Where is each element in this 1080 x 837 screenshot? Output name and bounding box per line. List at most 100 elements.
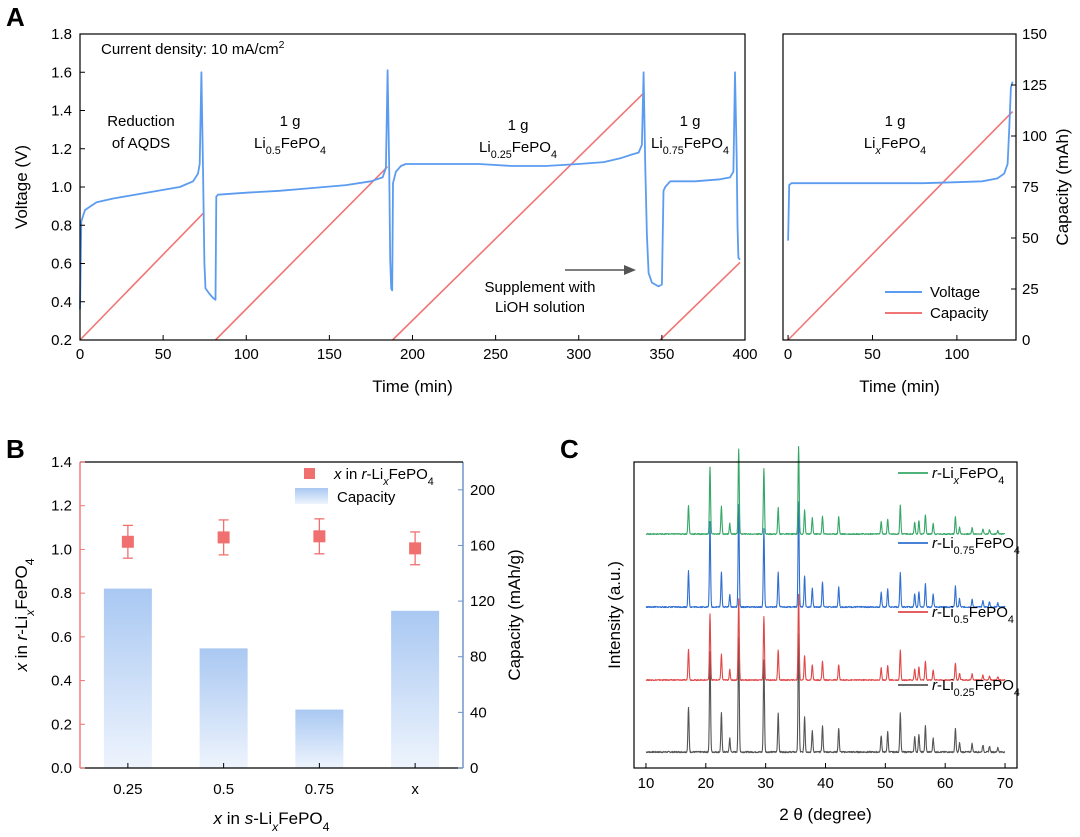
y-axis-title: Voltage (V): [12, 145, 31, 229]
y-tick-label: 1.6: [51, 64, 72, 81]
current-density-annotation: Current density: 10 mA/cm2: [101, 39, 285, 58]
capacity-line-segment: [214, 166, 389, 341]
x-tick-label: 0.5: [213, 781, 234, 798]
y2-axis-title: Capacity (mAh): [1053, 128, 1072, 245]
y2-tick-label: 0: [470, 760, 478, 777]
x-tick-label: 70: [997, 775, 1014, 792]
y-axis-title: Intensity (a.u.): [605, 561, 624, 669]
arrow-head: [624, 265, 636, 275]
x-tick-label: 60: [937, 775, 954, 792]
y-tick-label: 0.6: [51, 629, 72, 646]
x-axis-title: x in s-LixFePO4: [213, 809, 330, 834]
x-tick-label: 250: [483, 346, 508, 363]
segment-label-line2: LixFePO4: [864, 135, 926, 157]
segment-label-line1: 1 g: [508, 117, 529, 134]
x-tick-label: x: [411, 781, 419, 798]
legend-label-x: x in r-LixFePO4: [333, 466, 434, 488]
x-tick-label: 10: [638, 775, 655, 792]
y-axis-title: x in r-LixFePO4: [12, 558, 37, 672]
x-tick-label: 50: [877, 775, 894, 792]
voltage-line: [79, 69, 741, 310]
x-tick-label: 40: [817, 775, 834, 792]
x-tick-label: 350: [649, 346, 674, 363]
x-axis-title: 2 θ (degree): [779, 805, 872, 824]
x-value-marker: [121, 535, 134, 548]
y-tick-label: 1.8: [51, 26, 72, 43]
panel-letter-a: A: [6, 2, 25, 32]
x-value-marker: [313, 530, 326, 543]
y2-tick-label: 40: [470, 704, 487, 721]
x-value-marker: [217, 531, 230, 544]
y2-tick-label: 0: [1022, 332, 1030, 349]
legend-label: r-Li0.25FePO4: [932, 677, 1020, 699]
legend-label-capacity: Capacity: [930, 305, 989, 322]
legend-marker-x: [304, 468, 315, 479]
panel-b-composition-capacity-chart: 0.25 0.5 0.75 x 0.0 0.2 0.4 0.6 0.8 1.0 1.2 1.4 0 40 8…: [12, 454, 524, 834]
legend-label-voltage: Voltage: [930, 284, 980, 301]
xrd-pattern-line: [645, 633, 1006, 754]
capacity-bar: [391, 610, 440, 768]
x-tick-label: 400: [732, 346, 757, 363]
capacity-line-segment: [787, 110, 1014, 341]
legend-label: r-Li0.5FePO4: [932, 604, 1014, 626]
y-tick-label: 0.8: [51, 585, 72, 602]
y-tick-label: 0.6: [51, 256, 72, 273]
x-tick-label: 150: [317, 346, 342, 363]
panel-letter-c: C: [560, 434, 579, 464]
x-tick-label: 20: [697, 775, 714, 792]
legend-swatch-capacity: [295, 488, 328, 504]
segment-label-line1: 1 g: [885, 113, 906, 130]
y-tick-label: 1.2: [51, 498, 72, 515]
y-tick-label: 0.2: [51, 716, 72, 733]
supplement-arrow: [565, 265, 636, 275]
capacity-bar: [295, 709, 344, 768]
x-value-marker: [409, 542, 422, 555]
panel-a-right-plot-frame: [782, 33, 1017, 341]
x-tick-label: 50: [155, 346, 172, 363]
y-tick-label: 1.0: [51, 179, 72, 196]
x-tick-label: 0: [784, 346, 792, 363]
voltage-line: [787, 81, 1014, 241]
y-tick-label: 0.4: [51, 673, 72, 690]
y2-axis-title: Capacity (mAh/g): [505, 549, 524, 680]
x-tick-label: 200: [400, 346, 425, 363]
y2-tick-label: 200: [470, 482, 495, 499]
segment-label-line2: Li0.25FePO4: [479, 139, 557, 161]
arrow-label-line2: LiOH solution: [495, 299, 585, 316]
y-tick-label: 0.4: [51, 294, 72, 311]
x-tick-label: 100: [234, 346, 259, 363]
y-tick-label: 0.0: [51, 760, 72, 777]
y2-tick-label: 50: [1022, 230, 1039, 247]
segment-label-line2: Li0.75FePO4: [651, 135, 729, 157]
x-tick-label: 0: [76, 346, 84, 363]
y-tick-label: 0.2: [51, 332, 72, 349]
xrd-pattern-line: [645, 445, 1006, 536]
segment-label-line2: Li0.5FePO4: [254, 135, 326, 157]
y-tick-label: 1.4: [51, 454, 72, 471]
x-tick-label: 30: [757, 775, 774, 792]
y2-tick-label: 25: [1022, 281, 1039, 298]
panel-c-xrd-chart: 10 20 30 40 50 60 70 2 θ (degree) Intensity (a.u…: [605, 445, 1020, 824]
legend-label: r-Li0.75FePO4: [932, 535, 1020, 557]
y-tick-label: 1.4: [51, 103, 72, 120]
x-axis-title: Time (min): [859, 377, 940, 396]
x-tick-label: 0.25: [113, 781, 142, 798]
segment-label-line1: 1 g: [280, 113, 301, 130]
x-tick-label: 300: [566, 346, 591, 363]
y2-tick-label: 150: [1022, 26, 1047, 43]
y2-tick-label: 80: [470, 649, 487, 666]
x-tick-label: 100: [944, 346, 969, 363]
xrd-pattern-line: [645, 501, 1006, 609]
capacity-line-segment: [391, 92, 645, 341]
y-tick-label: 1.2: [51, 141, 72, 158]
legend: Voltage Capacity: [885, 284, 989, 322]
y2-tick-label: 75: [1022, 179, 1039, 196]
y2-tick-label: 125: [1022, 77, 1047, 94]
capacity-bar: [103, 588, 152, 768]
panel-a-right-lixfepo4-chart: 0 50 100 0 25 50 75 100 125 150 Time (min) Capacity…: [782, 26, 1072, 396]
xrd-pattern-line: [645, 593, 1006, 682]
y2-tick-label: 120: [470, 593, 495, 610]
capacity-bar: [199, 648, 248, 768]
segment-label-line2: of AQDS: [112, 135, 170, 152]
